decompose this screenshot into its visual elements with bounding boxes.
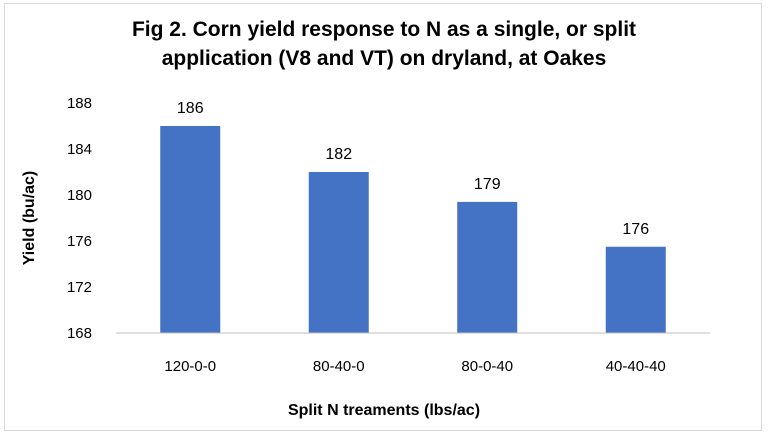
- bars: [160, 126, 666, 333]
- y-tick-label: 176: [67, 233, 92, 250]
- data-labels: 186 182 179 176: [177, 100, 649, 238]
- chart-frame: [4, 3, 762, 431]
- y-tick-label: 172: [67, 279, 92, 296]
- y-axis-ticks: 168 172 176 180 184 188: [67, 95, 92, 342]
- data-label: 182: [325, 146, 352, 163]
- y-tick-label: 188: [67, 95, 92, 112]
- x-tick-label: 80-0-40: [461, 358, 513, 375]
- x-tick-label: 40-40-40: [606, 358, 666, 375]
- y-tick-label: 180: [67, 187, 92, 204]
- x-tick-label: 80-40-0: [313, 358, 365, 375]
- data-label: 186: [177, 100, 204, 117]
- x-tick-label: 120-0-0: [164, 358, 216, 375]
- x-axis-ticks: 120-0-0 80-40-0 80-0-40 40-40-40: [164, 358, 665, 375]
- y-axis-label: Yield (bu/ac): [21, 171, 38, 266]
- y-tick-label: 168: [67, 325, 92, 342]
- chart-title: Fig 2. Corn yield response to N as a sin…: [0, 15, 768, 73]
- data-label: 176: [622, 221, 649, 238]
- bar: [605, 246, 666, 333]
- x-axis-label: Split N treaments (lbs/ac): [288, 402, 480, 419]
- chart-title-line-1: Fig 2. Corn yield response to N as a sin…: [131, 18, 637, 41]
- bar: [308, 172, 369, 333]
- y-tick-label: 184: [67, 141, 92, 158]
- chart-title-line-2: application (V8 and VT) on dryland, at O…: [161, 47, 607, 70]
- bar: [457, 201, 518, 333]
- bar: [160, 126, 221, 333]
- data-label: 179: [474, 176, 501, 193]
